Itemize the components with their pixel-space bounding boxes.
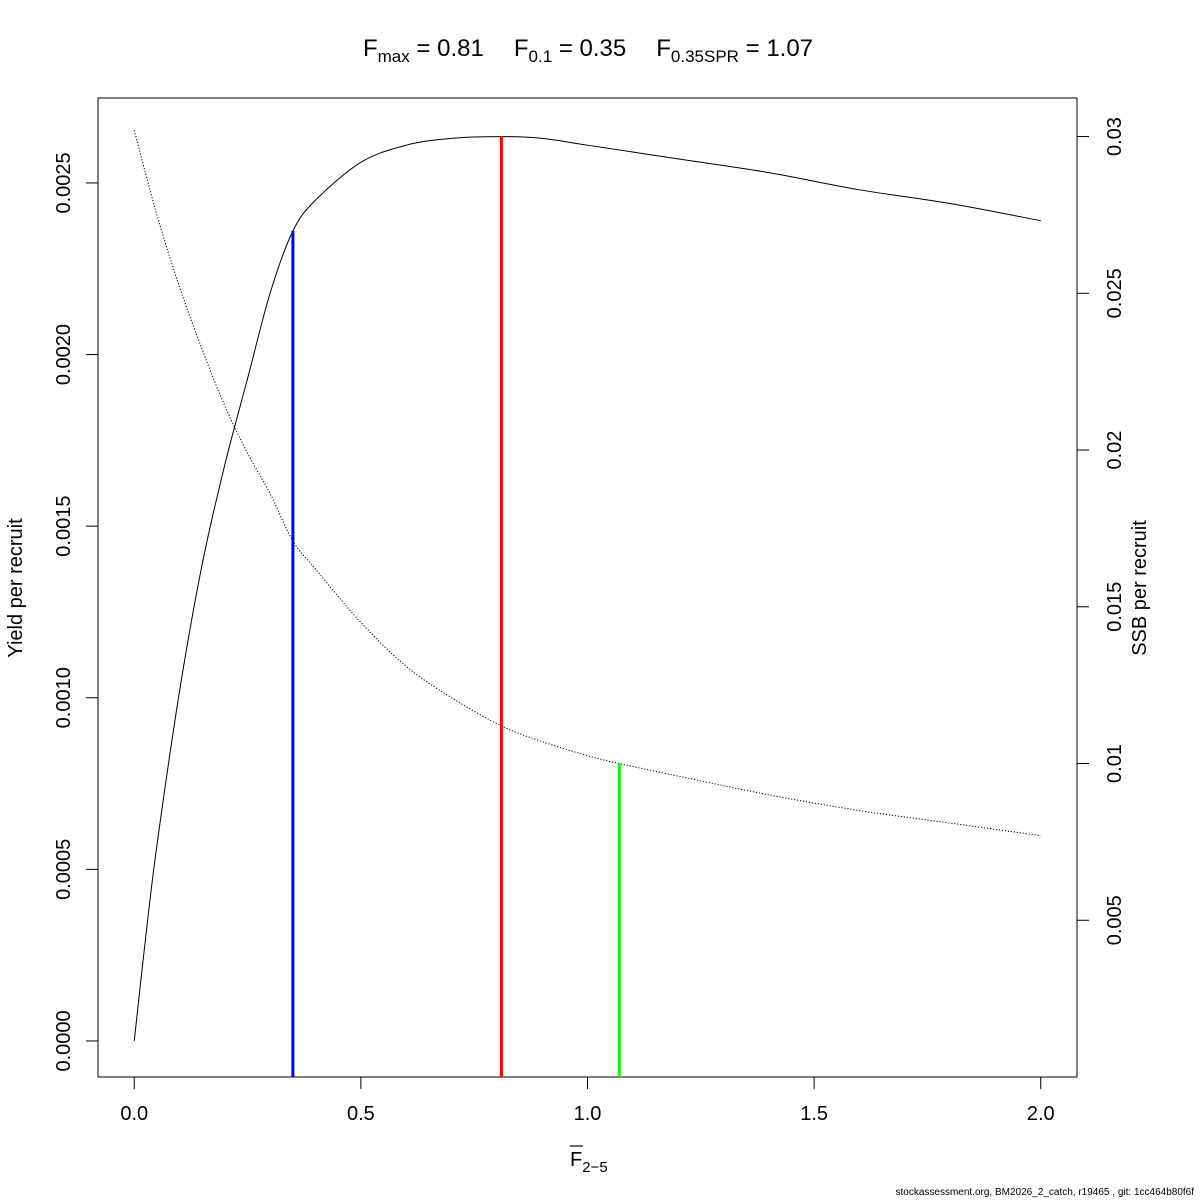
x-label-symbol: F <box>570 1149 582 1171</box>
title-text: Fmax = 0.81 F0.1 = 0.35 F0.35SPR = 1.07 <box>363 35 813 66</box>
title-symbol: F <box>656 35 671 62</box>
title-equals: = <box>739 35 766 62</box>
title-value: 1.07 <box>766 35 813 62</box>
x-axis-label: F2−5 <box>570 1145 608 1176</box>
x-tick-label: 1.0 <box>574 1103 602 1125</box>
title-subscript: 0.1 <box>529 47 553 66</box>
y-right-tick-label: 0.015 <box>1104 582 1126 632</box>
title-symbol: F <box>363 35 378 62</box>
y-left-tick-label: 0.0000 <box>53 1010 75 1071</box>
title-value: 0.35 <box>580 35 627 62</box>
footer-caption: stockassessment.org, BM2026_2_catch, r19… <box>895 1187 1194 1198</box>
y-axis-right: 0.005 0.01 0.015 0.02 0.025 0.03 <box>1076 117 1126 945</box>
x-tick-label: 1.5 <box>800 1103 828 1125</box>
y-right-tick-label: 0.02 <box>1104 431 1126 470</box>
x-axis: 0.0 0.5 1.0 1.5 2.0 <box>120 1076 1055 1125</box>
title-equals: = <box>410 35 437 62</box>
x-axis-label-text: F2−5 <box>570 1149 608 1176</box>
yield-per-recruit-line <box>133 136 1041 1042</box>
title-equals: = <box>552 35 579 62</box>
y-axis-left: 0.0000 0.0005 0.0010 0.0015 0.0020 0.0025 <box>53 152 99 1072</box>
y-left-tick-label: 0.0025 <box>53 152 75 213</box>
y-right-tick-label: 0.005 <box>1104 895 1126 945</box>
plot-frame <box>97 97 1078 1078</box>
title-symbol: F <box>514 35 529 62</box>
x-tick-label: 0.0 <box>120 1103 148 1125</box>
y-left-tick-label: 0.0015 <box>53 496 75 557</box>
x-tick-label: 2.0 <box>1027 1103 1055 1125</box>
y-left-tick-label: 0.0005 <box>53 839 75 900</box>
y-left-tick-label: 0.0020 <box>53 324 75 385</box>
y-axis-right-label: SSB per recruit <box>1129 520 1151 656</box>
title-subscript: 0.35SPR <box>671 47 739 66</box>
ssb-per-recruit-line <box>133 130 1041 837</box>
x-tick-label: 0.5 <box>347 1103 375 1125</box>
title-subscript: max <box>378 47 411 66</box>
reference-lines <box>291 136 621 1077</box>
y-right-tick-label: 0.03 <box>1104 117 1126 156</box>
y-left-tick-label: 0.0010 <box>53 667 75 728</box>
y-right-tick-label: 0.025 <box>1104 268 1126 318</box>
y-right-tick-label: 0.01 <box>1104 744 1126 783</box>
chart-title: Fmax = 0.81 F0.1 = 0.35 F0.35SPR = 1.07 <box>363 35 813 66</box>
x-label-subscript: 2−5 <box>582 1159 607 1176</box>
y-axis-left-label: Yield per recruit <box>5 518 27 658</box>
title-value: 0.81 <box>437 35 484 62</box>
series <box>133 130 1041 1042</box>
